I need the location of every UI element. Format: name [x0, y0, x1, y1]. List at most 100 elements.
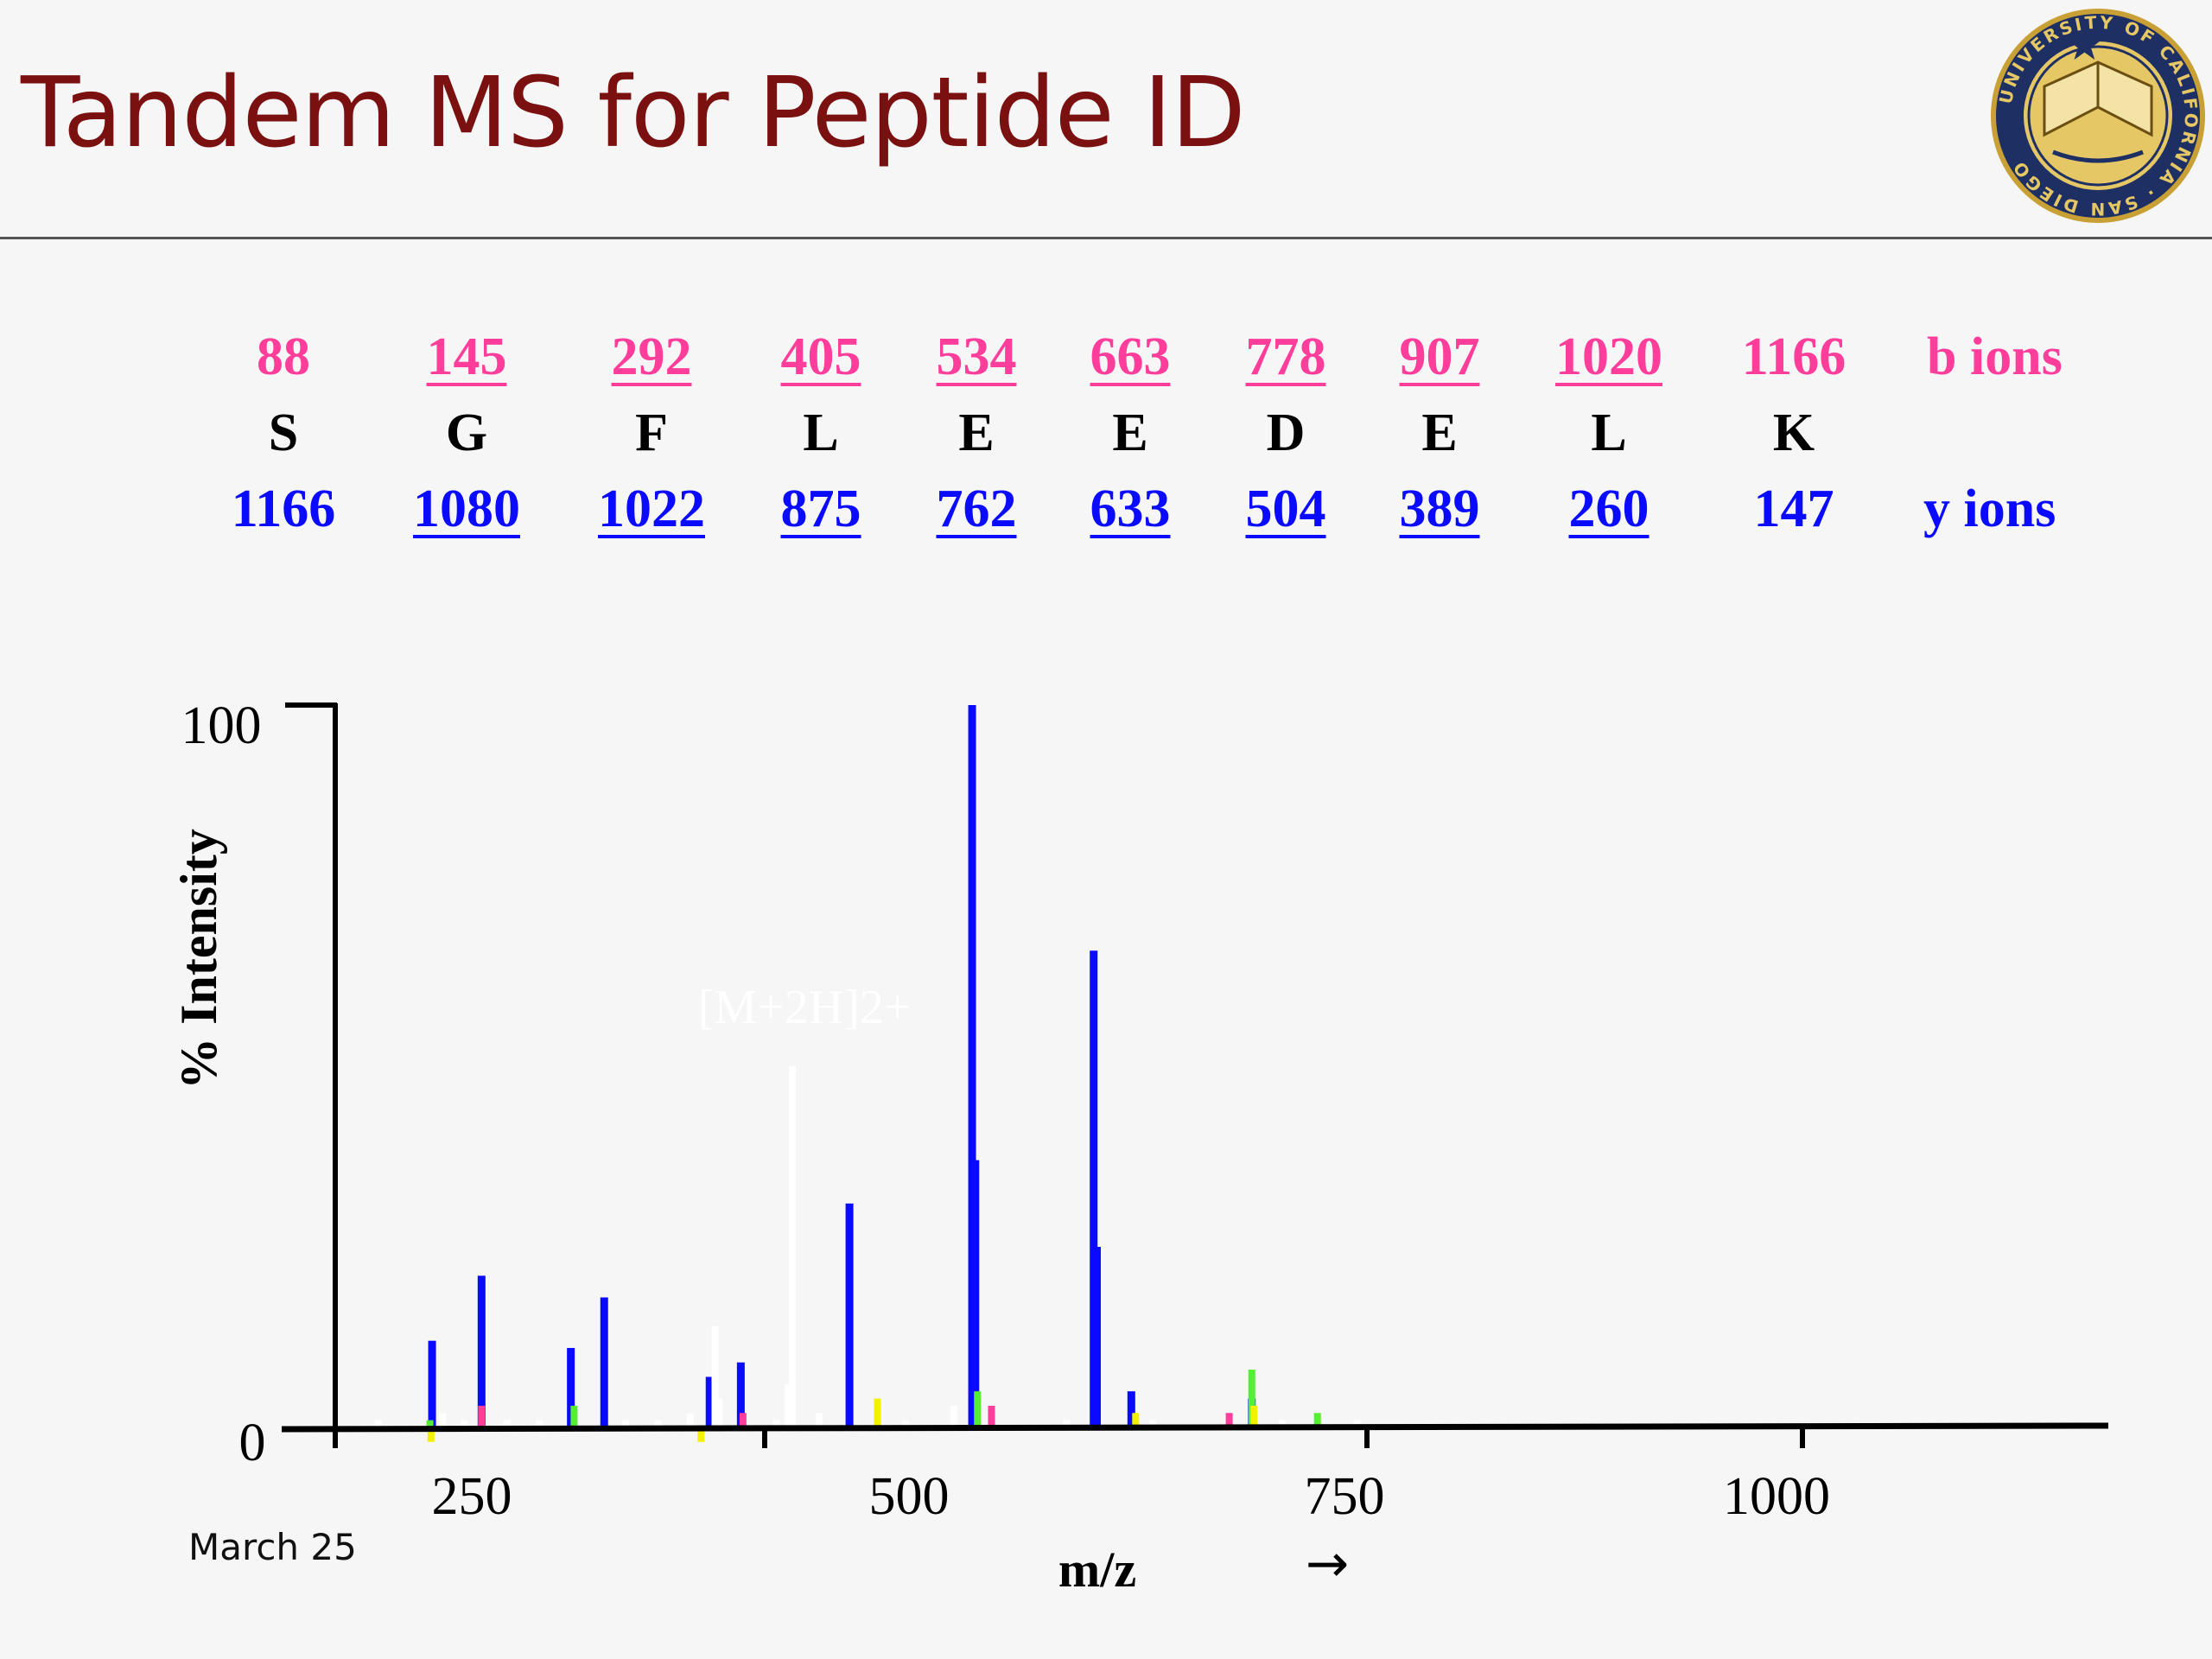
spectrum-peak: [428, 1340, 436, 1427]
residue-letter: L: [1591, 404, 1627, 462]
spectrum-peak: [785, 1383, 792, 1427]
spectrum-peak: [567, 1348, 575, 1427]
residue-letter: F: [635, 404, 668, 462]
spectrum-peak: [427, 1427, 435, 1442]
spectrum-peak: [736, 1362, 745, 1427]
residue-letter: D: [1266, 404, 1306, 462]
footer-date: March 25: [188, 1526, 357, 1568]
y-ion-value: 1080: [413, 480, 520, 538]
residue-letter: L: [803, 404, 839, 462]
spectrum-peak: [974, 1391, 982, 1427]
spectrum-peaks: [374, 705, 1361, 1442]
y-tick-label: 0: [239, 1414, 266, 1472]
y-axis-title: % Intensity: [170, 829, 227, 1090]
spectrum-peak: [901, 1420, 909, 1427]
spectrum-peak: [1149, 1420, 1157, 1427]
precursor-ion-annotation: [M+2H]2+: [698, 981, 912, 1034]
spectrum-peak: [1353, 1420, 1361, 1427]
y-ion-value: 389: [1399, 480, 1480, 538]
spectrum-peak: [478, 1405, 486, 1427]
spectrum-peak: [697, 1427, 705, 1442]
spectrum-peak: [426, 1420, 434, 1427]
residue-letter: E: [1112, 404, 1148, 462]
y-tick-label: 100: [181, 696, 262, 755]
spectrum-peak: [622, 1420, 630, 1427]
x-tick-label: 750: [1305, 1467, 1385, 1526]
uc-san-diego-seal-logo: UNIVERSITY OF CALIFORNIA · SAN DIEGO: [1991, 9, 2205, 223]
b-ion-value: 1020: [1555, 327, 1662, 386]
x-axis-line: [281, 1422, 2109, 1433]
spectrum-peak: [711, 1325, 719, 1427]
residue-letter: E: [1421, 404, 1458, 462]
b-ion-value: 292: [611, 327, 692, 386]
b-ion-value: 534: [936, 327, 1017, 386]
y-ion-value: 875: [780, 480, 861, 538]
spectrum-peak: [1127, 1391, 1135, 1427]
b-ions-label: b ions: [1927, 327, 2063, 386]
spectrum-peak: [789, 1066, 797, 1427]
b-ion-value: 88: [257, 327, 310, 386]
spectrum-peak: [968, 705, 976, 1427]
y-ion-value: 260: [1568, 480, 1649, 538]
y-ion-value: 762: [936, 480, 1017, 538]
spectrum-peak: [477, 1275, 486, 1427]
title-divider: [0, 237, 2212, 239]
x-axis-direction-arrow: →: [1306, 1534, 1349, 1594]
x-tick-label: 500: [869, 1467, 950, 1526]
spectrum-peak: [1248, 1370, 1255, 1427]
y-axis-ticks: 0 100: [181, 696, 266, 1472]
residue-letter: G: [445, 404, 488, 462]
residue-letter: S: [268, 404, 299, 462]
y-ion-value: 633: [1090, 480, 1171, 538]
spectrum-peak: [1092, 1247, 1101, 1427]
x-axis-title: m/z: [1058, 1541, 1136, 1598]
spectrum-peak: [536, 1420, 543, 1427]
b-ions-row: 88 145 292 405 534 663 778 907 1020 1166: [0, 327, 2212, 404]
spectrum-peak: [1250, 1405, 1258, 1427]
spectrum-peak: [705, 1376, 714, 1427]
spectrum-peak: [439, 1413, 447, 1427]
y-ion-value: 504: [1245, 480, 1326, 538]
residue-letter: E: [958, 404, 995, 462]
spectrum-peak: [504, 1420, 512, 1427]
spectrum-peak: [570, 1405, 578, 1427]
spectrum-peak: [654, 1420, 662, 1427]
spectrum-peak: [374, 1420, 382, 1427]
spectrum-peak: [988, 1405, 995, 1427]
spectrum-peak: [874, 1398, 881, 1427]
b-ion-value: 405: [780, 327, 861, 386]
spectrum-peak: [971, 1160, 980, 1427]
spectrum-peak: [461, 1420, 468, 1427]
b-ion-value: 1166: [1741, 327, 1847, 386]
y-ion-value: 1166: [231, 480, 336, 538]
spectrum-peak: [739, 1413, 747, 1427]
spectrum-peak: [772, 1420, 780, 1427]
y-ion-value: 1022: [598, 480, 705, 538]
spectrum-peak: [1132, 1413, 1140, 1427]
y-ion-value: 147: [1753, 480, 1834, 538]
b-ion-value: 145: [426, 327, 507, 386]
spectrum-peak: [950, 1405, 957, 1427]
x-tick-label: 1000: [1723, 1467, 1830, 1526]
spectrum-peak: [715, 1398, 723, 1427]
spectrum-peak: [1225, 1413, 1233, 1427]
spectrum-peak: [1248, 1398, 1256, 1427]
y-ions-row: 1166 1080 1022 875 762 633 504 389 260 147: [0, 479, 2212, 556]
spectrum-peak: [686, 1413, 694, 1427]
slide-title: Tandem MS for Peptide ID: [21, 57, 1246, 169]
spectrum-peak: [1063, 1420, 1071, 1427]
spectrum-peak: [816, 1413, 823, 1427]
spectrum-peak: [1313, 1413, 1321, 1427]
residue-letter: K: [1772, 404, 1815, 462]
spectrum-peak: [600, 1297, 608, 1427]
spectrum-peak: [1278, 1420, 1286, 1427]
y-ions-label: y ions: [1923, 480, 2056, 538]
b-ion-value: 778: [1245, 327, 1326, 386]
spectrum-peak: [845, 1203, 854, 1427]
x-axis-ticks: 250 500 750 1000: [333, 1427, 1830, 1526]
spectrum-peak: [1090, 950, 1098, 1427]
b-ion-value: 907: [1399, 327, 1480, 386]
x-tick-label: 250: [432, 1467, 512, 1526]
